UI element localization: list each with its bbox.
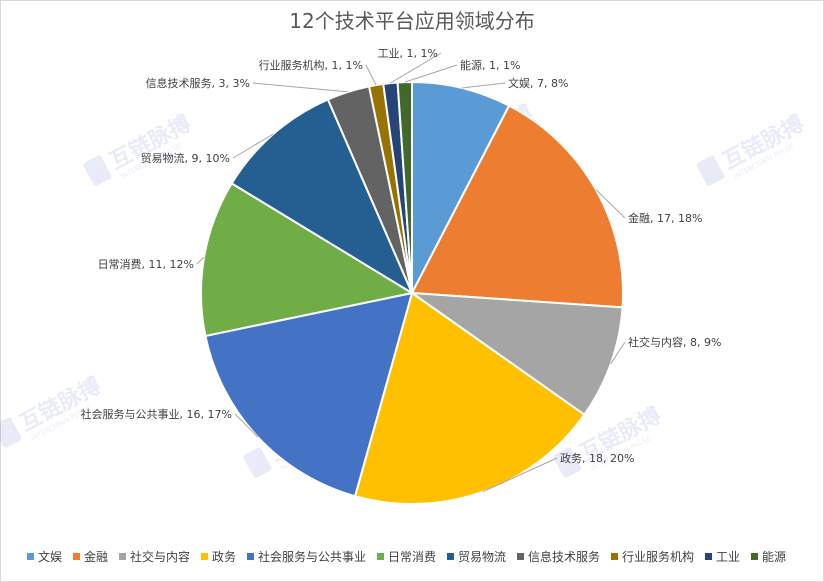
legend-label: 信息技术服务 xyxy=(528,549,600,564)
legend-label: 行业服务机构 xyxy=(622,549,694,564)
legend-swatch xyxy=(517,553,524,560)
legend-label: 金融 xyxy=(84,549,108,564)
legend-swatch xyxy=(201,553,208,560)
chart-title: 12个技术平台应用领域分布 xyxy=(289,9,534,33)
legend-swatch xyxy=(73,553,80,560)
legend-label: 文娱 xyxy=(38,549,62,564)
slice-6-leader-line xyxy=(196,256,205,265)
slice-4-wedge xyxy=(353,291,586,506)
legend-item-11: 能源 xyxy=(751,550,786,564)
legend-label: 能源 xyxy=(762,550,786,564)
slice-5-data-label: 社会服务与公共事业, 16, 17% xyxy=(81,407,232,421)
legend: 文娱 金融 社交与内容 政务 社会服务与公共事业 日常消费 贸易物流 信息技术服务 行业服务机构… xyxy=(27,549,786,564)
slice-9-data-label: 行业服务机构, 1, 1% xyxy=(259,58,363,72)
legend-swatch xyxy=(611,553,618,560)
data-labels: 文娱, 7, 8% 金融, 17, 18% 社交与内容, 8, 9% 政务, 18, … xyxy=(81,47,722,465)
legend-item-5: 社会服务与公共事业 xyxy=(247,549,366,564)
slice-5-wedge xyxy=(204,291,414,498)
legend-item-7: 贸易物流 xyxy=(447,550,506,564)
legend-label: 工业 xyxy=(716,550,740,564)
legend-item-1: 文娱 xyxy=(27,549,62,564)
slice-10-data-label: 工业, 1, 1% xyxy=(378,47,438,60)
legend-swatch xyxy=(377,553,384,560)
pie-slices xyxy=(200,80,624,506)
legend-item-6: 日常消费 xyxy=(377,550,436,564)
legend-swatch xyxy=(705,553,712,560)
slice-1-data-label: 文娱, 7, 8% xyxy=(508,76,568,90)
legend-item-4: 政务 xyxy=(201,549,236,564)
slice-5-leader-line xyxy=(234,413,259,438)
legend-item-10: 工业 xyxy=(705,550,740,564)
legend-swatch xyxy=(247,553,254,560)
legend-item-8: 信息技术服务 xyxy=(517,549,600,564)
slice-11-data-label: 能源, 1, 1% xyxy=(460,58,520,72)
slice-6-data-label: 日常消费, 11, 12% xyxy=(98,257,194,271)
legend-item-2: 金融 xyxy=(73,549,108,564)
legend-label: 政务 xyxy=(212,549,236,564)
slice-2-data-label: 金融, 17, 18% xyxy=(628,211,702,225)
legend-label: 社交与内容 xyxy=(130,549,190,564)
slice-4-leader-line xyxy=(482,457,558,493)
slice-11-wedge xyxy=(396,80,413,294)
slice-11-leader-line xyxy=(404,64,458,83)
slice-2-wedge xyxy=(410,104,624,309)
legend-swatch xyxy=(119,553,126,560)
legend-label: 日常消费 xyxy=(388,550,436,564)
slice-3-leader-line xyxy=(610,341,626,364)
legend-label: 社会服务与公共事业 xyxy=(258,549,366,564)
slice-10-leader-line xyxy=(390,52,442,84)
slice-8-data-label: 信息技术服务, 3, 3% xyxy=(146,76,250,90)
slice-4-data-label: 政务, 18, 20% xyxy=(560,451,634,465)
slice-7-data-label: 贸易物流, 9, 10% xyxy=(141,151,230,165)
slice-8-leader-line xyxy=(252,82,349,93)
slice-1-leader-line xyxy=(461,82,506,89)
legend-swatch xyxy=(27,553,34,560)
slice-9-leader-line xyxy=(365,64,377,86)
slice-2-leader-line xyxy=(595,189,626,219)
legend-label: 贸易物流 xyxy=(458,550,506,564)
leader-lines xyxy=(196,52,626,493)
legend-swatch xyxy=(447,553,454,560)
legend-item-3: 社交与内容 xyxy=(119,549,190,564)
slice-7-leader-line xyxy=(232,133,274,159)
slice-1-wedge xyxy=(411,80,511,294)
legend-item-9: 行业服务机构 xyxy=(611,549,694,564)
legend-swatch xyxy=(751,553,758,560)
slice-3-data-label: 社交与内容, 8, 9% xyxy=(628,335,721,349)
slice-7-wedge xyxy=(230,98,415,296)
